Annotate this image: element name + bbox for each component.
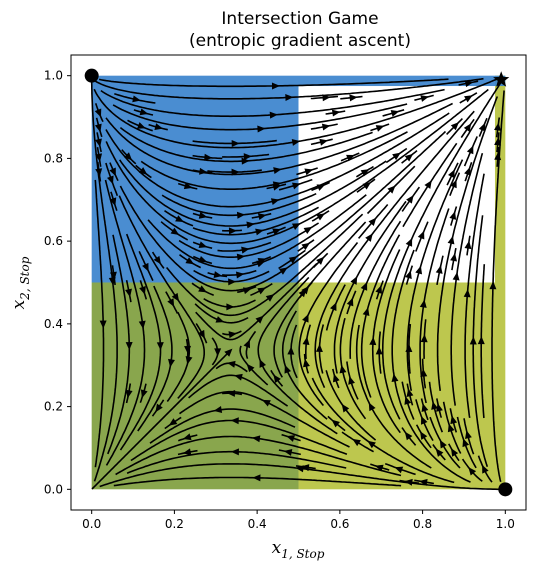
- streamline-arrow: [418, 229, 428, 239]
- x-tick-label: 1.0: [496, 517, 515, 531]
- streamline-arrow: [349, 94, 358, 102]
- y-axis-label-base: x: [9, 299, 29, 309]
- streamline-arrow: [304, 224, 314, 234]
- x-tick-label: 0.0: [82, 517, 101, 531]
- streamline-arrow: [448, 235, 457, 244]
- streamline-arrow: [467, 144, 477, 154]
- x-axis-ticks: 0.0 0.2 0.4 0.6 0.8 1.0: [82, 510, 515, 531]
- x-axis-label: x1, Stop: [272, 538, 325, 561]
- chart-title-line1: Intersection Game: [221, 9, 378, 29]
- streamline-arrow: [464, 92, 474, 102]
- y-axis-ticks: 0.0 0.2 0.4 0.6 0.8 1.0: [44, 69, 71, 497]
- y-tick-label: 0.6: [44, 234, 63, 248]
- x-axis-label-base: x: [272, 538, 282, 558]
- y-tick-label: 1.0: [44, 69, 63, 83]
- y-tick-label: 0.8: [44, 151, 63, 165]
- equilibrium-dot: [85, 69, 99, 83]
- y-tick-label: 0.2: [44, 400, 63, 414]
- x-tick-label: 0.2: [165, 517, 184, 531]
- x-tick-label: 0.4: [248, 517, 267, 531]
- equilibrium-dot: [498, 482, 512, 496]
- region-olive-edge: [495, 76, 505, 283]
- y-tick-label: 0.4: [44, 317, 63, 331]
- streamline-arrow: [319, 137, 328, 146]
- chart-title: Intersection Game (entropic gradient asc…: [189, 9, 411, 51]
- streamline-arrow: [406, 237, 416, 247]
- region-blue: [92, 76, 299, 283]
- streamline-arrow: [415, 265, 424, 275]
- y-axis-label-sub: 2, Stop: [18, 256, 32, 301]
- y-axis-label: x2, Stop: [9, 256, 32, 309]
- chart-subtitle: (entropic gradient ascent): [189, 31, 411, 51]
- y-tick-label: 0.0: [44, 482, 63, 496]
- streamline-arrow: [376, 122, 386, 131]
- x-tick-label: 0.6: [330, 517, 349, 531]
- x-axis-label-sub: 1, Stop: [281, 547, 325, 561]
- x-tick-label: 0.8: [413, 517, 432, 531]
- streamline-arrow: [424, 178, 434, 189]
